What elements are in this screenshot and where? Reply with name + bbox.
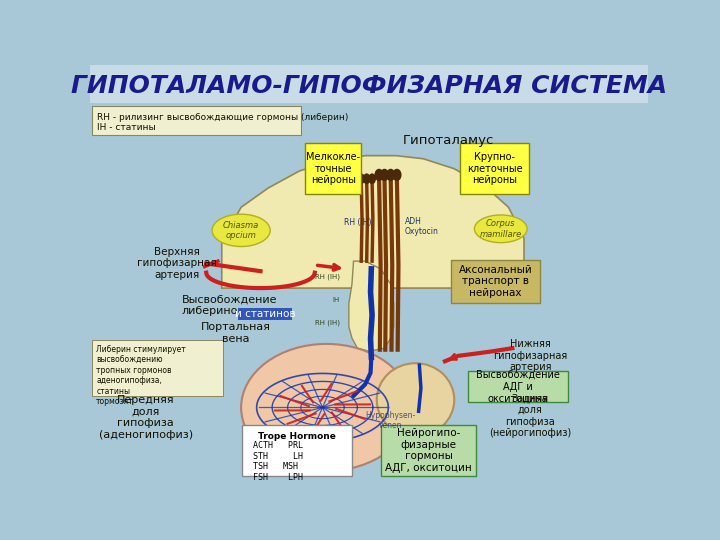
Text: ADH
Oxytocin: ADH Oxytocin [405,217,438,236]
Ellipse shape [386,168,395,181]
FancyBboxPatch shape [305,143,361,194]
Text: ГИПОТАЛАМО-ГИПОФИЗАРНАЯ СИСТЕМА: ГИПОТАЛАМО-ГИПОФИЗАРНАЯ СИСТЕМА [71,75,667,98]
FancyBboxPatch shape [382,425,476,476]
Ellipse shape [374,168,384,181]
FancyBboxPatch shape [468,372,568,402]
Text: и статинов: и статинов [235,309,295,319]
Text: RH (IH): RH (IH) [343,218,371,227]
Text: Hypophysen-
venen: Hypophysen- venen [366,411,416,430]
Text: Аксональный
транспорт в
нейронах: Аксональный транспорт в нейронах [459,265,532,298]
Text: Передняя
доля
гипофиза
(аденогипофиз): Передняя доля гипофиза (аденогипофиз) [99,395,193,440]
Text: Trope Hormone: Trope Hormone [258,432,336,441]
Text: Мелкокле-
точные
нейроны: Мелкокле- точные нейроны [306,152,361,185]
Text: Нижняя
гипофизарная
артерия: Нижняя гипофизарная артерия [493,339,567,373]
Text: Высвобождение
либеринов: Высвобождение либеринов [181,294,277,316]
FancyBboxPatch shape [451,260,539,303]
Text: Corpus
mamillare: Corpus mamillare [480,219,522,239]
Text: Нейрогипо-
физарные
гормоны
АДГ, окситоцин: Нейрогипо- физарные гормоны АДГ, окситоц… [385,428,472,473]
Ellipse shape [212,214,270,247]
Text: RH (IH): RH (IH) [315,273,340,280]
Ellipse shape [368,173,376,184]
Text: IH: IH [333,296,340,302]
Text: Chiasma
opcium: Chiasma opcium [223,221,259,240]
Text: Верхняя
гипофизарная
артерия: Верхняя гипофизарная артерия [137,247,217,280]
Ellipse shape [357,173,365,184]
Ellipse shape [380,168,389,181]
Text: Либерин стимулирует
высвобождению
тропных гормонов
аденогипофиза,
статины
тормоз: Либерин стимулирует высвобождению тропны… [96,345,186,406]
Ellipse shape [377,363,454,436]
Ellipse shape [363,173,371,184]
Polygon shape [338,261,400,273]
FancyBboxPatch shape [92,340,223,396]
Text: Портальная
вена: Портальная вена [201,322,271,343]
Polygon shape [349,261,394,351]
Text: Задняя
доля
гипофиза
(нейрогипофиз): Задняя доля гипофиза (нейрогипофиз) [489,394,572,438]
FancyBboxPatch shape [92,106,301,135]
Text: Высвобождение
АДГ и
окситоцина: Высвобождение АДГ и окситоцина [476,370,559,403]
Text: Крупно-
клеточные
нейроны: Крупно- клеточные нейроны [467,152,523,185]
Text: RH - рилизинг высвобождающие гормоны (либерин): RH - рилизинг высвобождающие гормоны (ли… [97,112,348,122]
Ellipse shape [474,215,527,242]
Ellipse shape [241,344,412,471]
Text: RH (IH): RH (IH) [315,320,340,326]
Ellipse shape [392,168,402,181]
FancyBboxPatch shape [461,143,529,194]
FancyBboxPatch shape [242,425,352,476]
Text: ACTH   PRL
STH     LH
TSH   MSH
FSH    LPH: ACTH PRL STH LH TSH MSH FSH LPH [253,441,302,482]
Polygon shape [222,156,524,288]
FancyBboxPatch shape [238,308,292,320]
Text: IH - статины: IH - статины [97,123,156,132]
FancyBboxPatch shape [90,65,648,103]
Text: Гипоталамус: Гипоталамус [402,134,494,147]
